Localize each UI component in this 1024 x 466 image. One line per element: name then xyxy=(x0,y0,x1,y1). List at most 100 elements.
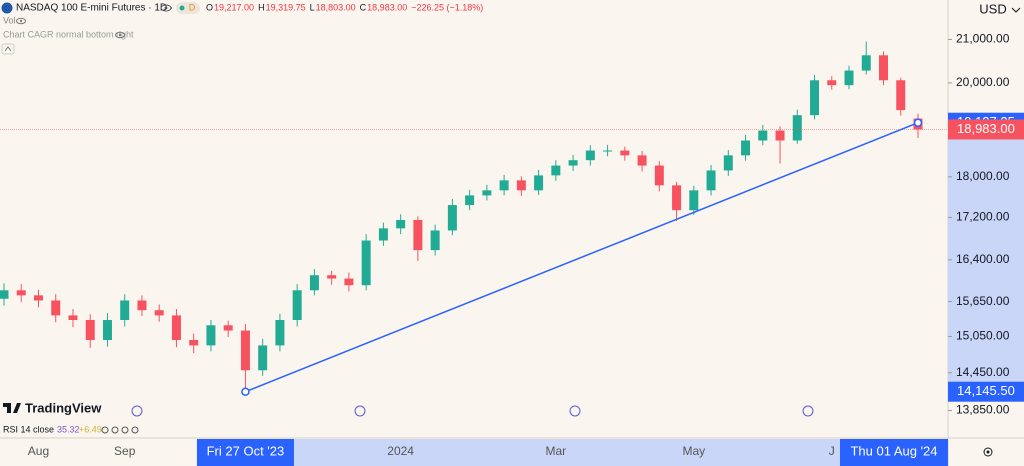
eye-icon[interactable] xyxy=(115,31,125,39)
candle xyxy=(223,320,233,338)
candle xyxy=(68,309,78,328)
ohlc-value: 19,217.00 xyxy=(214,2,254,12)
candle-body xyxy=(189,340,199,346)
candle xyxy=(810,74,820,120)
symbol-title[interactable]: NASDAQ 100 E-mini Futures · 1D · CME xyxy=(16,3,199,14)
eye-icon[interactable] xyxy=(160,4,172,12)
candle xyxy=(620,146,630,161)
badge-label: D xyxy=(189,2,196,12)
rsi-name[interactable]: RSI 14 close xyxy=(3,424,54,434)
candle xyxy=(499,174,509,196)
candle-body xyxy=(706,170,716,191)
currency[interactable]: USD xyxy=(979,1,1006,16)
candle-body xyxy=(51,300,61,316)
ohlc-value: 18,983.00 xyxy=(367,2,407,12)
candle-body xyxy=(154,310,164,316)
axis-highlight xyxy=(197,439,918,466)
candle xyxy=(396,214,406,235)
candle xyxy=(896,77,906,116)
date-box xyxy=(196,439,294,466)
candle xyxy=(758,124,768,146)
candle-body xyxy=(637,155,647,166)
candle-body xyxy=(723,155,733,171)
candle-body xyxy=(137,300,147,311)
candle xyxy=(344,272,354,292)
candle xyxy=(603,144,613,157)
trendline-handle xyxy=(913,118,923,127)
x-tick-label: May xyxy=(682,444,705,458)
candle xyxy=(551,160,561,181)
plot-area xyxy=(0,41,948,396)
candle xyxy=(120,294,130,327)
trendline xyxy=(245,122,919,393)
candle-body xyxy=(327,275,337,279)
candle xyxy=(275,313,285,352)
status-dot xyxy=(179,5,185,11)
collapse-button[interactable] xyxy=(1,43,15,55)
ohlc-key: C xyxy=(360,2,367,12)
eye-icon[interactable] xyxy=(16,17,26,25)
candle-body xyxy=(689,190,699,211)
indicator-cagr[interactable]: Chart CAGR normal bottom right xyxy=(3,29,134,39)
candle xyxy=(413,216,423,261)
candle-body xyxy=(447,205,457,231)
candle-body xyxy=(482,190,492,196)
candle xyxy=(447,198,457,236)
event-icons[interactable] xyxy=(131,405,814,417)
axis-highlight xyxy=(948,122,1024,392)
candle xyxy=(741,134,751,161)
candle-body xyxy=(292,290,302,321)
candle xyxy=(154,304,164,322)
candle xyxy=(879,51,889,86)
y-tick-label: 20,000.00 xyxy=(956,75,1010,89)
tradingview-logo: TradingView xyxy=(3,400,102,415)
candle-body xyxy=(516,180,526,191)
candle-body xyxy=(206,325,216,346)
date-box xyxy=(840,439,948,466)
candle-body xyxy=(896,80,906,111)
candle-body xyxy=(361,240,371,286)
candle xyxy=(171,309,181,348)
candle xyxy=(723,150,733,176)
candle xyxy=(585,145,595,166)
candle-body xyxy=(775,130,785,141)
settings-icon[interactable] xyxy=(983,447,993,457)
rsi-change: +6.49 xyxy=(79,424,102,434)
candle-body xyxy=(465,195,475,206)
candle xyxy=(430,224,440,256)
badge xyxy=(176,2,200,14)
time-axis: Aug Sep 2024 Mar May J Fri 27 Oct '23 Thu 01 Au… xyxy=(28,439,948,466)
candle-body xyxy=(120,300,130,321)
candle xyxy=(861,41,871,75)
candle-body xyxy=(758,130,768,141)
candle-body xyxy=(16,290,26,296)
x-tick-label: J xyxy=(829,444,835,458)
candle-body xyxy=(499,180,509,191)
candle-body xyxy=(603,150,613,152)
candle xyxy=(16,284,26,303)
y-tick-label: 14,450.00 xyxy=(956,365,1010,379)
ohlc-values: O 19,217.00 H 19,319.75 L 18,803.00 C 18,983.00… xyxy=(206,2,483,12)
indicator-vol[interactable]: Vol xyxy=(3,15,16,25)
candle-body xyxy=(534,175,544,191)
candle xyxy=(361,234,371,291)
trendline-handle xyxy=(241,387,250,396)
candle-body xyxy=(378,228,388,241)
y-tick-label: 16,400.00 xyxy=(956,252,1010,266)
ohlc-key: H xyxy=(258,2,265,12)
candle xyxy=(534,169,544,195)
candle-body xyxy=(879,55,889,81)
candle-body xyxy=(413,220,423,251)
ohlc-value: 19,319.75 xyxy=(266,2,306,12)
candle-body xyxy=(171,315,181,341)
candle xyxy=(85,314,95,348)
candle-body xyxy=(810,80,820,116)
candle xyxy=(378,222,388,246)
candle xyxy=(637,151,647,172)
ohlc-key: O xyxy=(206,2,213,12)
candle xyxy=(240,324,250,392)
logo-text: TradingView xyxy=(25,400,102,415)
candle-body xyxy=(396,220,406,229)
candle-body xyxy=(68,315,78,321)
